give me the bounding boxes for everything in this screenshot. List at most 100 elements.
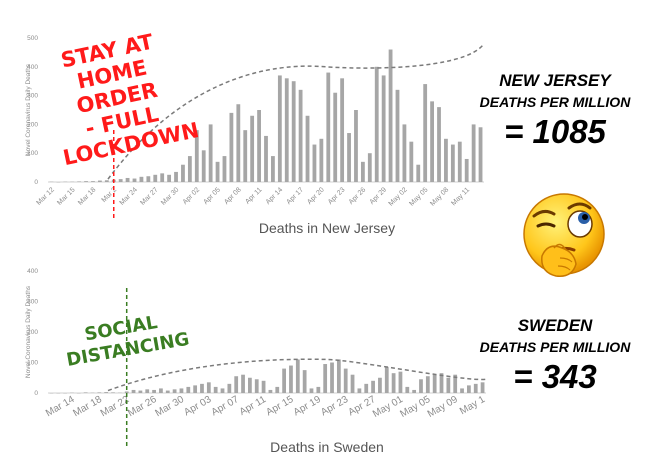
bar <box>104 180 109 182</box>
bar <box>425 376 430 393</box>
x-tick-label: Apr 08 <box>223 186 243 206</box>
bar <box>378 377 382 393</box>
x-tick-label: May 09 <box>426 394 460 420</box>
bar <box>254 379 259 393</box>
x-tick-label: Apr 03 <box>182 394 213 418</box>
trend-line <box>107 43 485 180</box>
bar <box>213 386 218 393</box>
bar <box>388 49 393 182</box>
y-tick-label: 500 <box>27 35 38 42</box>
bar <box>208 124 213 182</box>
bar <box>229 112 234 182</box>
x-tick-label: Apr 26 <box>348 186 368 206</box>
x-tick-label: Apr 23 <box>319 394 350 418</box>
bar <box>193 385 198 393</box>
x-tick-label: May 05 <box>408 186 429 207</box>
x-tick-label: Apr 29 <box>369 186 389 206</box>
x-tick-label: Apr 17 <box>285 186 305 206</box>
bar <box>250 115 255 182</box>
bar <box>367 153 372 182</box>
bar <box>97 392 102 393</box>
x-tick-label: Mar 24 <box>119 186 139 206</box>
bar <box>336 359 341 393</box>
y-axis-label: Novel Coronavirus Daily Deaths <box>25 63 32 156</box>
x-axis-title: Deaths in New Jersey <box>259 220 395 236</box>
x-axis-title: Deaths in Sweden <box>270 439 384 455</box>
x-tick-label: Apr 23 <box>327 186 347 206</box>
bar <box>284 78 289 182</box>
bar <box>384 367 389 393</box>
bar <box>206 382 211 393</box>
bar <box>111 392 115 393</box>
x-tick-label: May 02 <box>388 186 409 207</box>
bar <box>234 376 239 393</box>
bar <box>179 388 184 393</box>
bar <box>194 130 199 182</box>
se-stat-title: SWEDEN <box>517 316 593 335</box>
y-tick-label: 0 <box>34 179 38 186</box>
bar <box>139 176 144 182</box>
x-tick-label: May 1 <box>458 394 487 417</box>
x-tick-label: Mar 30 <box>153 394 186 419</box>
bar <box>241 374 245 393</box>
bar <box>316 386 321 393</box>
x-tick-label: Apr 20 <box>306 186 326 206</box>
bar <box>343 368 348 393</box>
bar <box>326 72 331 182</box>
bar <box>291 81 296 182</box>
x-tick-label: Mar 30 <box>160 186 180 206</box>
x-tick-label: Apr 11 <box>238 394 269 418</box>
bar <box>153 174 158 182</box>
bar <box>77 181 82 182</box>
bar <box>374 66 379 182</box>
y-tick-label: 400 <box>27 64 38 71</box>
bar <box>432 374 437 393</box>
bar <box>152 389 156 393</box>
x-tick-label: Mar 14 <box>44 394 77 419</box>
bar <box>98 180 102 182</box>
bar <box>104 392 109 393</box>
bar <box>419 379 423 393</box>
bar <box>264 135 268 182</box>
bar <box>200 383 204 393</box>
bar <box>124 391 129 393</box>
bar <box>319 138 324 182</box>
bar <box>248 377 252 393</box>
bar <box>227 383 232 393</box>
bar <box>473 383 478 393</box>
y-tick-label: 200 <box>27 329 38 336</box>
y-tick-label: 300 <box>27 299 38 306</box>
y-tick-label: 200 <box>27 121 38 128</box>
bar <box>277 75 282 182</box>
se-stat-block: SWEDEN DEATHS PER MILLION = 343 <box>470 315 640 397</box>
bar <box>138 390 143 393</box>
bar <box>220 388 225 393</box>
bar <box>186 386 191 393</box>
bar <box>439 373 444 393</box>
bar <box>409 141 414 182</box>
x-tick-label: Apr 11 <box>244 186 263 205</box>
bar <box>243 130 248 182</box>
y-tick-label: 300 <box>27 93 38 100</box>
x-tick-label: Mar 12 <box>36 186 56 206</box>
bar <box>125 177 130 182</box>
bar <box>478 127 483 182</box>
bar <box>360 161 365 182</box>
x-tick-label: Apr 19 <box>292 394 323 418</box>
bar <box>302 370 307 393</box>
y-tick-label: 400 <box>27 268 38 275</box>
bar <box>132 178 137 182</box>
bar <box>83 392 88 393</box>
trend-line <box>107 358 487 392</box>
bar <box>446 377 451 393</box>
nj-stat-subtitle: DEATHS PER MILLION <box>479 94 631 110</box>
x-tick-label: Apr 05 <box>202 186 222 206</box>
bar <box>298 89 303 182</box>
bar <box>295 359 300 393</box>
bar <box>201 150 206 182</box>
bar <box>187 156 192 182</box>
x-tick-label: Apr 02 <box>182 186 202 206</box>
bar <box>84 181 88 182</box>
bar <box>430 101 434 182</box>
